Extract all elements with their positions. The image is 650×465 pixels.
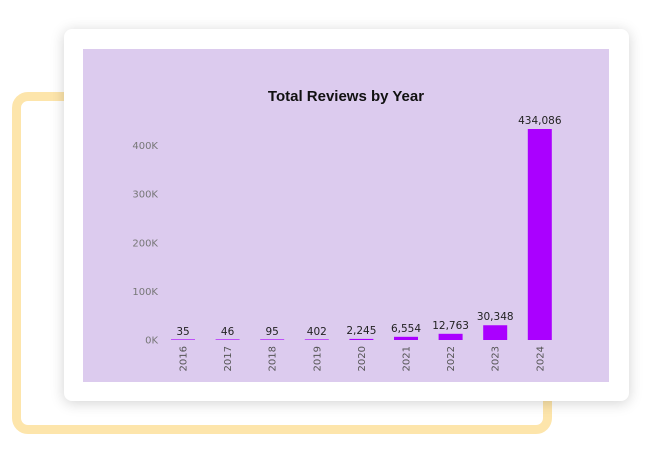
x-tick-label-2021: 2021 xyxy=(402,346,413,371)
data-labels: 35 46 95 402 2,245 6,554 12,763 30,348 434,086 xyxy=(176,115,562,338)
y-axis: 0K 100K 200K 300K 400K xyxy=(132,141,158,346)
data-label-2016: 35 xyxy=(176,326,189,338)
bar-2020[interactable] xyxy=(349,338,374,340)
bars xyxy=(171,129,552,340)
chart-area: Total Reviews by Year 0K 100K 200K 300K 400K… xyxy=(83,49,609,382)
data-label-2021: 6,554 xyxy=(391,323,421,335)
x-axis: 2016 2017 2018 2019 2020 2021 2022 2023 2024 xyxy=(179,346,547,371)
bar-2017[interactable] xyxy=(215,339,240,340)
data-label-2023: 30,348 xyxy=(477,311,514,323)
data-label-2018: 95 xyxy=(266,326,279,338)
data-label-2024: 434,086 xyxy=(518,115,562,127)
data-label-2020: 2,245 xyxy=(346,325,376,337)
y-tick-label-400k: 400K xyxy=(132,141,158,152)
x-tick-label-2019: 2019 xyxy=(312,346,323,371)
x-tick-label-2023: 2023 xyxy=(491,346,502,371)
x-tick-label-2022: 2022 xyxy=(446,346,457,371)
chart-title: Total Reviews by Year xyxy=(268,88,424,105)
y-tick-label-200k: 200K xyxy=(132,238,158,249)
bar-2019[interactable] xyxy=(304,339,329,340)
x-tick-label-2017: 2017 xyxy=(223,346,234,371)
y-tick-label-300k: 300K xyxy=(132,190,158,201)
x-tick-label-2020: 2020 xyxy=(357,346,368,371)
data-label-2017: 46 xyxy=(221,326,235,338)
y-tick-label-0k: 0K xyxy=(145,336,158,347)
bar-2024[interactable] xyxy=(527,129,552,340)
bar-2023[interactable] xyxy=(483,325,508,340)
bar-2021[interactable] xyxy=(394,336,418,340)
bar-2022[interactable] xyxy=(438,333,463,340)
x-tick-label-2018: 2018 xyxy=(268,346,279,371)
bar-2018[interactable] xyxy=(260,339,285,340)
data-label-2019: 402 xyxy=(307,326,327,338)
x-tick-label-2024: 2024 xyxy=(535,346,546,371)
chart-card: Total Reviews by Year 0K 100K 200K 300K 400K… xyxy=(64,29,629,401)
y-tick-label-100k: 100K xyxy=(132,287,158,298)
x-tick-label-2016: 2016 xyxy=(179,346,190,371)
data-label-2022: 12,763 xyxy=(432,320,469,332)
bar-chart: Total Reviews by Year 0K 100K 200K 300K 400K… xyxy=(132,88,562,371)
bar-2016[interactable] xyxy=(171,339,195,340)
